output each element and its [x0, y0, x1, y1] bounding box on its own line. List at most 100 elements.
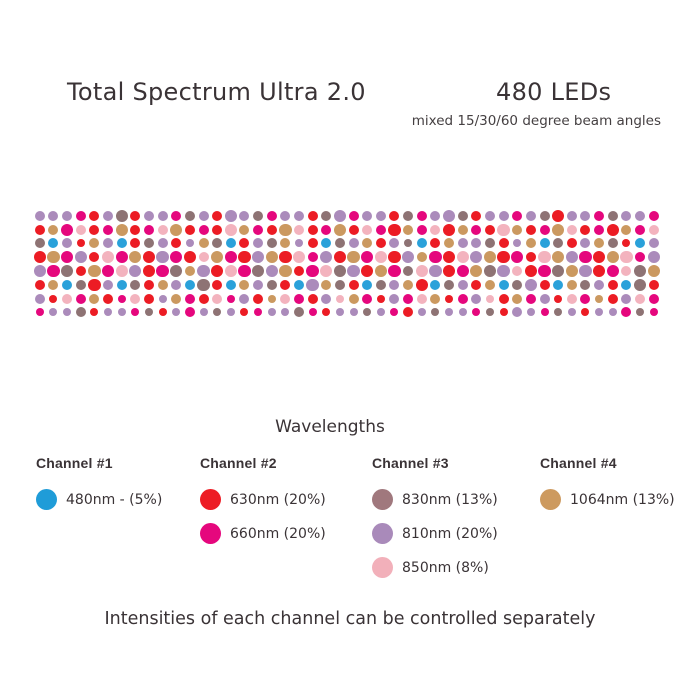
led-cell	[592, 292, 606, 306]
led-dot	[103, 224, 114, 235]
led-cell	[319, 237, 333, 251]
led-cell	[60, 223, 74, 237]
led-cell	[33, 237, 47, 251]
led-cell	[210, 237, 224, 251]
led-cell	[442, 306, 456, 320]
led-dot	[525, 238, 536, 249]
led-cell	[169, 223, 183, 237]
led-cell	[647, 306, 661, 320]
led-dot	[142, 264, 156, 278]
led-dot	[48, 210, 59, 221]
led-cell	[319, 264, 333, 278]
led-dot	[389, 238, 400, 249]
led-dot	[376, 294, 385, 303]
led-row	[33, 264, 660, 278]
led-dot	[294, 239, 303, 248]
led-dot	[416, 224, 427, 235]
led-dot	[211, 251, 224, 264]
wavelength-item: 630nm (20%)	[200, 489, 326, 510]
led-dot	[279, 223, 292, 236]
wavelength-label: 830nm (13%)	[402, 491, 498, 508]
led-dot	[115, 209, 128, 223]
led-dot	[34, 279, 45, 290]
led-dot	[143, 238, 154, 249]
led-cell	[74, 223, 88, 237]
led-cell	[238, 237, 252, 251]
wavelength-label: 480nm - (5%)	[66, 491, 163, 508]
led-dot	[212, 224, 223, 235]
led-cell	[265, 292, 279, 306]
led-cell	[224, 223, 238, 237]
led-cell	[401, 278, 415, 292]
legend-channel-3: Channel #3 830nm (13%) 810nm (20%) 850nm (…	[372, 455, 498, 591]
led-dot	[115, 264, 128, 278]
led-cell	[319, 292, 333, 306]
led-cell	[60, 292, 74, 306]
led-cell	[183, 278, 197, 292]
led-cell	[279, 306, 293, 320]
led-cell	[101, 264, 115, 278]
led-cell	[319, 306, 333, 320]
led-dot	[226, 308, 235, 317]
led-dot	[592, 251, 606, 264]
led-cell	[319, 209, 333, 223]
led-cell	[538, 237, 552, 251]
led-dot	[525, 252, 536, 263]
led-dot	[649, 308, 658, 317]
led-cell	[265, 237, 279, 251]
led-cell	[592, 264, 606, 278]
led-cell	[360, 237, 374, 251]
led-dot	[525, 224, 536, 235]
channel-1-items: 480nm - (5%)	[36, 489, 162, 510]
led-cell	[347, 264, 361, 278]
led-cell	[360, 209, 374, 223]
led-dot	[74, 251, 87, 264]
led-dot	[513, 239, 522, 248]
led-dot	[401, 251, 415, 264]
led-cell	[415, 237, 429, 251]
led-dot	[608, 308, 617, 317]
led-cell	[47, 223, 61, 237]
led-dot	[48, 238, 59, 249]
led-dot	[101, 264, 115, 278]
led-cell	[483, 209, 497, 223]
led-dot	[442, 223, 456, 236]
led-dot	[471, 279, 482, 290]
led-dot	[334, 279, 345, 290]
led-cell	[33, 292, 47, 306]
led-cell	[388, 223, 402, 237]
led-cell	[74, 264, 88, 278]
wavelength-label: 810nm (20%)	[402, 525, 498, 542]
led-dot	[89, 252, 100, 263]
led-cell	[483, 264, 497, 278]
led-dot	[240, 308, 249, 317]
led-cell	[251, 306, 265, 320]
led-dot	[581, 308, 590, 317]
led-cell	[429, 209, 443, 223]
led-dot	[457, 238, 468, 249]
led-cell	[483, 292, 497, 306]
led-dot	[442, 209, 456, 223]
led-dot	[457, 210, 468, 221]
led-dot	[239, 279, 250, 290]
led-dot	[47, 264, 60, 278]
led-dot	[143, 279, 154, 290]
wavelength-label: 850nm (8%)	[402, 559, 489, 576]
led-dot	[376, 308, 385, 317]
led-cell	[497, 209, 511, 223]
led-dot	[621, 210, 632, 221]
led-cell	[483, 223, 497, 237]
led-cell	[319, 250, 333, 264]
led-dot	[565, 264, 578, 278]
led-dot	[471, 238, 482, 249]
led-cell	[169, 278, 183, 292]
led-cell	[251, 209, 265, 223]
led-cell	[33, 223, 47, 237]
led-dot	[280, 279, 291, 290]
led-dot	[75, 266, 86, 277]
led-cell	[60, 306, 74, 320]
led-cell	[483, 306, 497, 320]
led-dot	[212, 210, 223, 221]
led-dot	[158, 308, 167, 317]
led-dot	[415, 278, 428, 292]
